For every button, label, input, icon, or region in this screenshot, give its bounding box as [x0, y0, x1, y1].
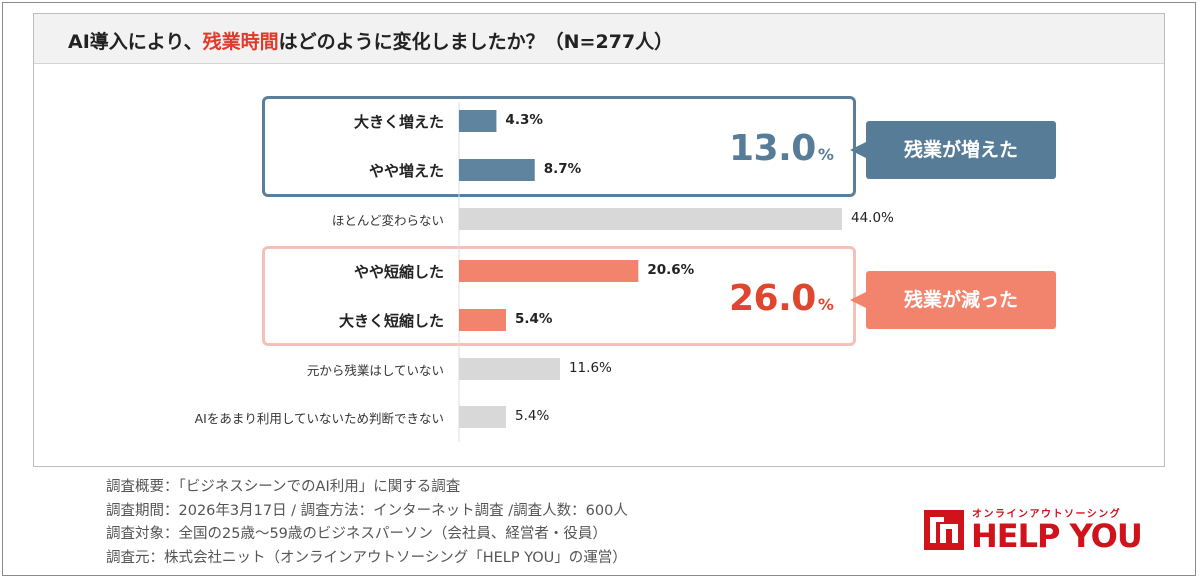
- category-label-2: ほとんど変わらない: [331, 213, 444, 228]
- decrease-total: 26.0%: [729, 278, 834, 319]
- survey-note-period: 調査期間：2026年3月17日 / 調査方法：インターネット調査 /調査人数：6…: [106, 502, 628, 519]
- chart-panel: AI導入により、残業時間はどのように変化しましたか？（N=277人） 13.0%…: [33, 13, 1165, 467]
- title-bar: AI導入により、残業時間はどのように変化しましたか？（N=277人）: [34, 14, 1164, 64]
- survey-note-overview: 調査概要：「ビジネスシーンでのAI利用」に関する調査: [106, 479, 461, 495]
- value-label-2: 44.0%: [851, 210, 894, 226]
- value-label-5: 11.6%: [568, 360, 612, 376]
- category-label-6: AIをあまり利用していないため判断できない: [194, 411, 444, 426]
- survey-note-source: 調査元：株式会社ニット（オンラインアウトソーシング「HELP YOU」の運営）: [106, 549, 627, 566]
- category-label-3: やや短縮した: [353, 263, 444, 281]
- logo-tagline: オンラインアウトソーシング: [972, 509, 1122, 520]
- bar-1: [459, 159, 535, 181]
- category-label-5: 元から残業はしていない: [306, 363, 444, 378]
- value-label-6: 5.4%: [515, 408, 550, 424]
- help-you-logo: オンラインアウトソーシング HELP YOU: [924, 504, 1164, 556]
- title-suffix: はどのように変化しましたか？（N=277人）: [278, 31, 674, 53]
- title-prefix: AI導入により、: [68, 31, 203, 53]
- increase-total: 13.0%: [729, 128, 834, 169]
- value-label-0: 4.3%: [505, 112, 543, 128]
- bar-0: [459, 110, 497, 132]
- decrease-total-value: 26.0: [729, 278, 816, 319]
- increase-callout: 残業が増えた: [850, 121, 1056, 179]
- bar-4: [459, 309, 507, 331]
- decrease-callout: 残業が減った: [850, 271, 1056, 329]
- increase-total-value: 13.0: [729, 128, 816, 169]
- bar-2: [459, 208, 842, 230]
- category-label-4: 大きく短縮した: [338, 312, 444, 330]
- help-you-logo-mark-icon: [924, 510, 964, 550]
- logo-name: HELP YOU: [971, 517, 1143, 555]
- bar-plot: [458, 102, 842, 442]
- value-label-1: 8.7%: [543, 161, 582, 177]
- title-highlight: 残業時間: [202, 31, 279, 53]
- survey-note-target: 調査対象：全国の25歳〜59歳のビジネスパーソン（会社員、経営者・役員）: [106, 526, 607, 542]
- category-label-1: やや増えた: [368, 162, 444, 180]
- category-label-0: 大きく増えた: [353, 113, 444, 131]
- survey-notes: 調査概要：「ビジネスシーンでのAI利用」に関する調査 調査期間：2026年3月1…: [106, 476, 628, 570]
- decrease-total-unit: %: [817, 295, 834, 314]
- bar-5: [459, 358, 560, 380]
- bar-3: [459, 260, 639, 282]
- value-label-3: 20.6%: [647, 262, 695, 278]
- bar-6: [459, 406, 507, 428]
- chart-title: AI導入により、残業時間はどのように変化しましたか？（N=277人）: [68, 27, 673, 54]
- value-label-4: 5.4%: [515, 311, 553, 327]
- increase-total-unit: %: [817, 145, 834, 164]
